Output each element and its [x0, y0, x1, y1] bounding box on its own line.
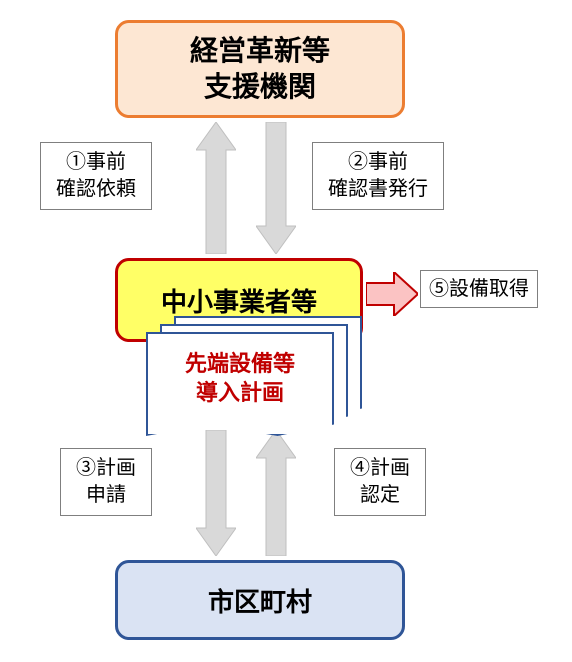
- arrow-up-top: [196, 122, 236, 254]
- label-step-3: ③計画 申請: [60, 448, 152, 516]
- arrow-right-equipment: [366, 272, 418, 316]
- label-step-1: ①事前 確認依頼: [40, 142, 152, 210]
- label-step-3-text: ③計画 申請: [76, 455, 136, 509]
- flowchart-canvas: 経営革新等 支援機関 中小事業者等 先端設備等 導入計画 市区町村 ①事前 確認…: [0, 0, 572, 662]
- doc-card-front: 先端設備等 導入計画: [146, 332, 334, 436]
- node-support-org: 経営革新等 支援機関: [115, 20, 405, 118]
- node-municipality-text: 市区町村: [208, 582, 312, 619]
- arrow-down-top: [256, 122, 296, 254]
- label-step-1-text: ①事前 確認依頼: [56, 149, 136, 203]
- label-step-4: ④計画 認定: [334, 448, 426, 516]
- label-step-4-text: ④計画 認定: [350, 455, 410, 509]
- label-step-2-text: ②事前 確認書発行: [328, 149, 428, 203]
- label-step-5-text: ⑤設備取得: [429, 276, 529, 303]
- arrow-up-bot: [256, 430, 296, 556]
- node-sme-text: 中小事業者等: [161, 282, 317, 319]
- doc-title: 先端設備等 導入計画: [185, 350, 295, 407]
- node-municipality: 市区町村: [115, 560, 405, 640]
- arrow-down-bot: [196, 430, 236, 556]
- node-support-org-text: 経営革新等 支援機関: [190, 33, 330, 106]
- label-step-2: ②事前 確認書発行: [312, 142, 444, 210]
- label-step-5: ⑤設備取得: [420, 270, 538, 308]
